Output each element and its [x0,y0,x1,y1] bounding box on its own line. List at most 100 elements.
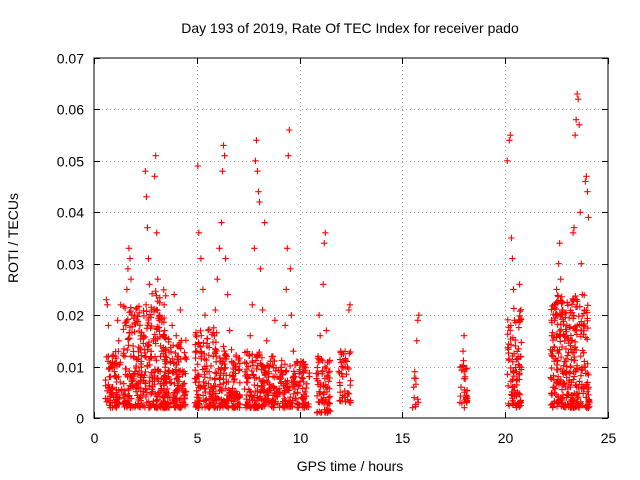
data-point [558,343,566,351]
data-point [302,384,310,392]
data-point [140,307,147,315]
data-point [570,325,577,332]
data-point [156,294,163,302]
data-point [178,385,185,392]
data-point [585,385,592,393]
data-point [127,372,135,380]
data-point [581,323,588,330]
data-point [132,388,140,395]
data-point [181,355,189,362]
data-point [296,401,303,408]
data-point [102,395,109,402]
data-point [142,354,150,361]
data-point [512,336,519,344]
data-point [165,404,173,411]
data-point [564,352,571,359]
data-point [225,378,232,385]
data-point [125,392,133,399]
data-point [134,379,142,387]
data-point [222,355,230,362]
data-point [153,397,160,404]
data-point [285,152,292,159]
data-point [582,370,589,377]
data-point [287,265,294,273]
data-point [202,388,209,396]
data-point [516,307,524,315]
data-point [160,373,168,381]
data-point [245,374,253,381]
data-point [126,367,133,375]
data-point [219,167,226,175]
data-point [243,378,250,386]
data-point [146,311,154,318]
data-point [135,327,143,335]
data-point [299,394,306,402]
data-point [584,379,591,386]
data-point [149,374,156,381]
data-point [461,404,468,411]
data-point [113,378,120,386]
data-point [561,337,569,345]
data-point [554,366,561,373]
data-point [411,368,418,375]
y-tick-label: 0.04 [57,205,84,221]
data-point [557,365,565,373]
data-point [412,375,420,382]
data-point [561,380,568,387]
data-point [201,371,208,378]
data-point [321,239,328,247]
data-point [201,311,209,319]
axis-ticks: 0 0.01 0.02 0.03 0.04 0.05 0.06 0.07 0 5 10 15 20 25 [57,51,617,447]
data-point [128,323,136,330]
data-point [288,399,296,407]
data-point [205,400,213,408]
data-point [323,327,330,334]
data-point [275,389,283,396]
data-point [197,327,204,334]
data-point [515,390,523,397]
data-point [409,404,416,411]
data-point [116,394,123,401]
data-point [151,366,159,373]
data-point [144,224,151,231]
data-point [288,311,295,319]
data-point [269,361,276,369]
data-point [121,304,129,312]
data-point [261,219,268,226]
data-point [326,368,333,375]
data-point [321,409,329,416]
data-point [209,391,217,398]
data-point [115,337,122,345]
data-point [549,337,557,344]
data-point [578,366,585,373]
data-point [249,301,256,309]
data-point [457,392,464,400]
y-tick-label: 0.03 [57,257,84,273]
data-point [132,305,140,313]
data-point [509,358,517,366]
data-point [550,384,557,391]
data-point [567,309,574,316]
data-point [575,313,583,320]
data-point [315,311,323,319]
data-point [564,302,572,309]
data-point [556,239,563,247]
data-point [144,362,151,370]
data-point [580,384,587,392]
data-point [207,362,215,370]
data-point [325,378,332,385]
data-point [511,387,518,394]
data-point [135,344,142,351]
data-point [253,397,261,404]
data-point [572,303,580,311]
data-point [177,306,184,314]
data-point [163,385,171,392]
data-point [298,394,305,401]
data-point [206,395,214,402]
data-point [211,349,219,356]
data-point [103,296,110,303]
data-point [316,399,323,406]
data-point [205,326,213,333]
data-point [236,355,243,362]
y-tick-label: 0.06 [57,102,84,118]
